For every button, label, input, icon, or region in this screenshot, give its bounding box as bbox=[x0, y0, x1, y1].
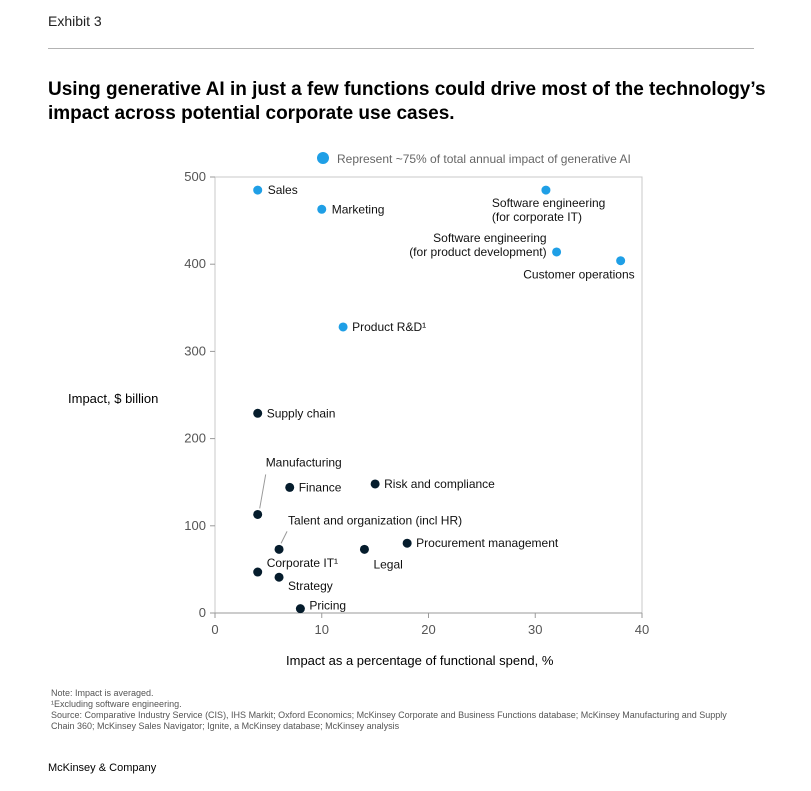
data-point bbox=[402, 538, 412, 548]
data-point bbox=[274, 544, 284, 554]
data-label: Talent and organization (incl HR) bbox=[288, 513, 462, 527]
data-label: Product R&D¹ bbox=[352, 320, 426, 334]
data-label: Marketing bbox=[332, 202, 385, 216]
data-label: Legal bbox=[373, 557, 402, 571]
brand-logo-text: McKinsey & Company bbox=[48, 762, 157, 774]
x-tick-label: 10 bbox=[315, 622, 329, 637]
y-tick-label: 400 bbox=[184, 256, 206, 271]
footnote-text: ¹Excluding software engineering. bbox=[51, 699, 182, 709]
data-label: Risk and compliance bbox=[384, 477, 495, 491]
data-label: Corporate IT¹ bbox=[267, 556, 338, 570]
data-point bbox=[285, 482, 295, 492]
y-axis-label: Impact, $ billion bbox=[68, 391, 159, 406]
data-point bbox=[253, 408, 263, 418]
y-tick-label: 200 bbox=[184, 431, 206, 446]
source-text: Source: Comparative Industry Service (CI… bbox=[51, 710, 727, 731]
data-point bbox=[359, 544, 369, 554]
legend-marker bbox=[317, 152, 329, 164]
data-point bbox=[541, 185, 551, 195]
note-text: Note: Impact is averaged. bbox=[51, 688, 154, 698]
data-label: Manufacturing bbox=[266, 455, 342, 469]
label-leader-line bbox=[280, 531, 288, 544]
x-tick-label: 0 bbox=[211, 622, 218, 637]
data-label: Software engineering (for product develop… bbox=[409, 231, 546, 259]
data-point bbox=[338, 322, 348, 332]
y-tick-label: 100 bbox=[184, 518, 206, 533]
data-point bbox=[274, 572, 284, 582]
data-point bbox=[317, 204, 327, 214]
data-point bbox=[295, 604, 305, 614]
x-axis-label: Impact as a percentage of functional spe… bbox=[286, 653, 554, 668]
data-label: Procurement management bbox=[416, 536, 559, 550]
x-tick-label: 20 bbox=[421, 622, 435, 637]
label-leader-line bbox=[259, 474, 267, 509]
data-label: Supply chain bbox=[267, 406, 336, 420]
exhibit-label: Exhibit 3 bbox=[48, 13, 102, 29]
legend-label: Represent ~75% of total annual impact of… bbox=[337, 152, 631, 166]
data-label: Strategy bbox=[288, 579, 333, 593]
data-point bbox=[616, 256, 626, 266]
data-point bbox=[370, 479, 380, 489]
data-label: Finance bbox=[299, 480, 342, 494]
y-tick-label: 300 bbox=[184, 343, 206, 358]
chart-title: Using generative AI in just a few functi… bbox=[48, 79, 766, 124]
data-label: Customer operations bbox=[523, 268, 634, 282]
data-point bbox=[552, 247, 562, 257]
x-tick-label: 30 bbox=[528, 622, 542, 637]
x-tick-label: 40 bbox=[635, 622, 649, 637]
data-label: Sales bbox=[268, 183, 298, 197]
data-point bbox=[253, 509, 263, 519]
scatter-chart: 0 100 200 300 400 500 0 10 20 30 40 Represent ~75% … bbox=[184, 152, 649, 637]
data-label: Software engineering (for corporate IT) bbox=[492, 196, 605, 224]
y-tick-label: 0 bbox=[199, 605, 206, 620]
header-divider bbox=[48, 48, 754, 49]
data-point bbox=[253, 567, 263, 577]
notes-block: Note: Impact is averaged. ¹Excluding sof… bbox=[51, 688, 751, 732]
data-point bbox=[253, 185, 263, 195]
data-label: Pricing bbox=[309, 599, 346, 613]
y-tick-label: 500 bbox=[184, 169, 206, 184]
